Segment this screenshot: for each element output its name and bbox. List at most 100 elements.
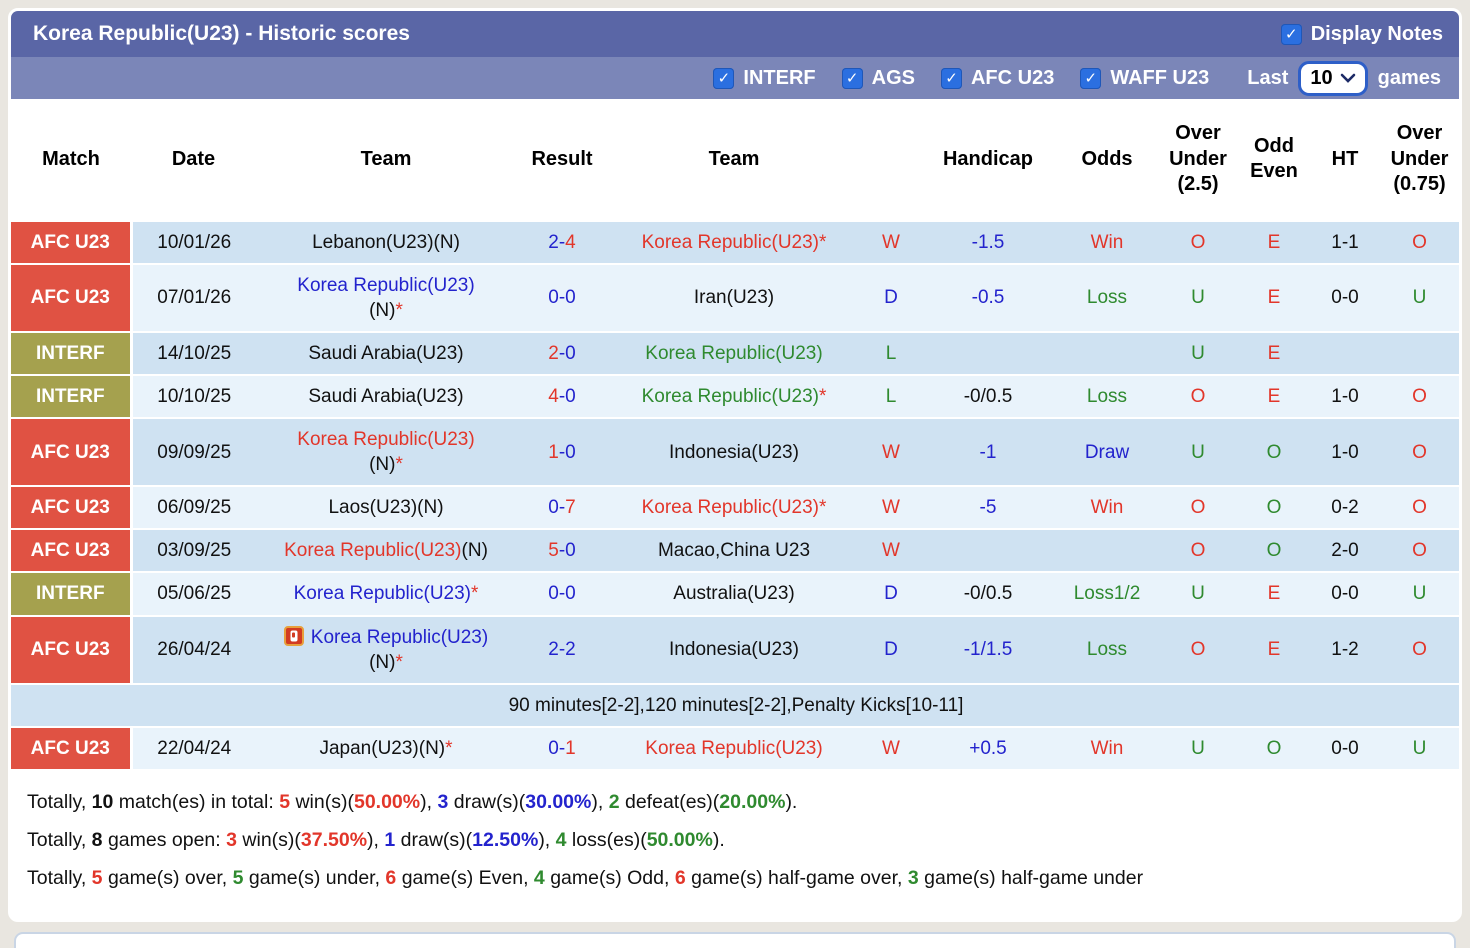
home-team: Korea Republic(U23)(N) <box>256 528 516 573</box>
home-team: Korea Republic(U23) (N)* <box>256 417 516 487</box>
handicap-value: -1 <box>922 417 1054 487</box>
match-result: 1-0 <box>516 417 608 487</box>
over-under-2-5: U <box>1160 571 1236 616</box>
match-date: 07/01/26 <box>131 262 256 333</box>
home-team: Korea Republic(U23)* <box>256 571 516 616</box>
col-header-home-team: Team <box>256 99 516 221</box>
odds-result: Loss <box>1054 374 1160 419</box>
away-team: Australia(U23) <box>608 571 860 616</box>
match-row: INTERF 10/10/25 Saudi Arabia(U23) 4-0 Korea … <box>11 374 1459 419</box>
odds-result: Loss <box>1054 614 1160 684</box>
handicap-value <box>922 331 1054 376</box>
match-result: 0-0 <box>516 262 608 333</box>
match-row: AFC U23 10/01/26 Lebanon(U23)(N) 2-4 Korea R… <box>11 219 1459 264</box>
away-team: Korea Republic(U23)* <box>608 374 860 419</box>
match-result: 0-7 <box>516 485 608 530</box>
ht-score: 1-0 <box>1312 417 1378 487</box>
match-row: AFC U23 09/09/25 Korea Republic(U23) (N)* 1-… <box>11 417 1459 487</box>
match-date: 05/06/25 <box>131 571 256 616</box>
match-result: 0-1 <box>516 725 608 769</box>
handicap-value: -1.5 <box>922 219 1054 264</box>
filter-checkbox-ags[interactable]: ✓ AGS <box>841 66 915 90</box>
last-label: Last <box>1247 66 1289 89</box>
competition-label: INTERF <box>11 331 133 376</box>
filter-checkbox-interf[interactable]: ✓ INTERF <box>713 67 816 90</box>
over-under-0-75: U <box>1378 725 1459 769</box>
wdl-result: W <box>860 528 922 573</box>
competition-label: INTERF <box>11 374 133 419</box>
filter-checkbox-label: AGS <box>871 66 915 89</box>
match-note: 90 minutes[2-2],120 minutes[2-2],Penalty… <box>11 682 1459 727</box>
penalty-shootout-icon <box>283 625 304 646</box>
over-under-2-5: O <box>1160 485 1236 530</box>
ht-score: 1-1 <box>1312 219 1378 264</box>
wdl-result: W <box>860 725 922 769</box>
competition-label: AFC U23 <box>11 614 133 684</box>
odds-result: Win <box>1054 219 1160 264</box>
odd-even: E <box>1236 374 1312 419</box>
ht-score: 0-0 <box>1312 262 1378 333</box>
competition-label: AFC U23 <box>11 262 133 333</box>
chevron-down-icon <box>1340 73 1355 83</box>
competition-label: AFC U23 <box>11 725 133 769</box>
checkbox-checked-icon[interactable]: ✓ <box>841 67 863 89</box>
summary-line-3: Totally, 5 game(s) over, 5 game(s) under… <box>27 867 1144 890</box>
away-team: Korea Republic(U23) <box>608 725 860 769</box>
handicap-value: -0/0.5 <box>922 374 1054 419</box>
wdl-result: L <box>860 331 922 376</box>
handicap-value: +0.5 <box>922 725 1054 769</box>
ht-score: 0-0 <box>1312 571 1378 616</box>
filter-checkbox-group: ✓ INTERF ✓ AGS ✓ AFC U23 ✓ WAFF U23 <box>713 67 1209 90</box>
away-team: Korea Republic(U23)* <box>608 485 860 530</box>
odd-even: O <box>1236 725 1312 769</box>
checkbox-checked-icon[interactable]: ✓ <box>940 67 962 89</box>
odd-even: E <box>1236 262 1312 333</box>
filter-checkbox-afc-u23[interactable]: ✓ AFC U23 <box>940 67 1054 90</box>
match-result: 4-0 <box>516 374 608 419</box>
handicap-value: -1/1.5 <box>922 614 1054 684</box>
over-under-2-5: U <box>1160 262 1236 333</box>
ht-score: 2-0 <box>1312 528 1378 573</box>
away-team: Indonesia(U23) <box>608 417 860 487</box>
match-date: 06/09/25 <box>131 485 256 530</box>
page-title: Korea Republic(U23) - Historic scores <box>33 22 410 45</box>
match-row: AFC U23 03/09/25 Korea Republic(U23)(N) 5-0… <box>11 528 1459 573</box>
games-label: games <box>1377 66 1441 89</box>
over-under-0-75 <box>1378 331 1459 376</box>
away-team: Iran(U23) <box>608 262 860 333</box>
odd-even: E <box>1236 571 1312 616</box>
wdl-result: D <box>860 262 922 333</box>
col-header-odd-even: Odd Even <box>1236 99 1312 221</box>
match-date: 26/04/24 <box>131 614 256 684</box>
match-date: 09/09/25 <box>131 417 256 487</box>
competition-label: AFC U23 <box>11 485 133 530</box>
over-under-2-5: O <box>1160 528 1236 573</box>
checkbox-checked-icon[interactable]: ✓ <box>1280 23 1302 45</box>
competition-label: AFC U23 <box>11 219 133 264</box>
home-team: Saudi Arabia(U23) <box>256 331 516 376</box>
last-games-select[interactable]: 10 <box>1298 60 1368 96</box>
totals-summary: Totally, 10 match(es) in total: 5 win(s)… <box>11 768 1459 919</box>
home-team: Japan(U23)(N)* <box>256 725 516 769</box>
match-result: 0-0 <box>516 571 608 616</box>
wdl-result: W <box>860 219 922 264</box>
col-header-ht: HT <box>1312 99 1378 221</box>
match-result: 2-0 <box>516 331 608 376</box>
ht-score <box>1312 331 1378 376</box>
home-team: Korea Republic(U23) (N)* <box>256 614 516 684</box>
odds-result: Draw <box>1054 417 1160 487</box>
display-notes-label: Display Notes <box>1310 22 1443 45</box>
odd-even: E <box>1236 331 1312 376</box>
match-row: INTERF 14/10/25 Saudi Arabia(U23) 2-0 Korea … <box>11 331 1459 376</box>
match-date: 14/10/25 <box>131 331 256 376</box>
display-notes-checkbox[interactable]: ✓ Display Notes <box>1280 22 1443 46</box>
ht-score: 1-0 <box>1312 374 1378 419</box>
filter-checkbox-waff-u23[interactable]: ✓ WAFF U23 <box>1080 67 1209 90</box>
match-row: INTERF 05/06/25 Korea Republic(U23)* 0-0 Aus… <box>11 571 1459 616</box>
checkbox-checked-icon[interactable]: ✓ <box>1080 67 1102 89</box>
odds-result: Loss <box>1054 262 1160 333</box>
odd-even: E <box>1236 614 1312 684</box>
checkbox-checked-icon[interactable]: ✓ <box>713 67 735 89</box>
away-team: Korea Republic(U23)* <box>608 219 860 264</box>
col-header-away-team: Team <box>608 99 860 221</box>
